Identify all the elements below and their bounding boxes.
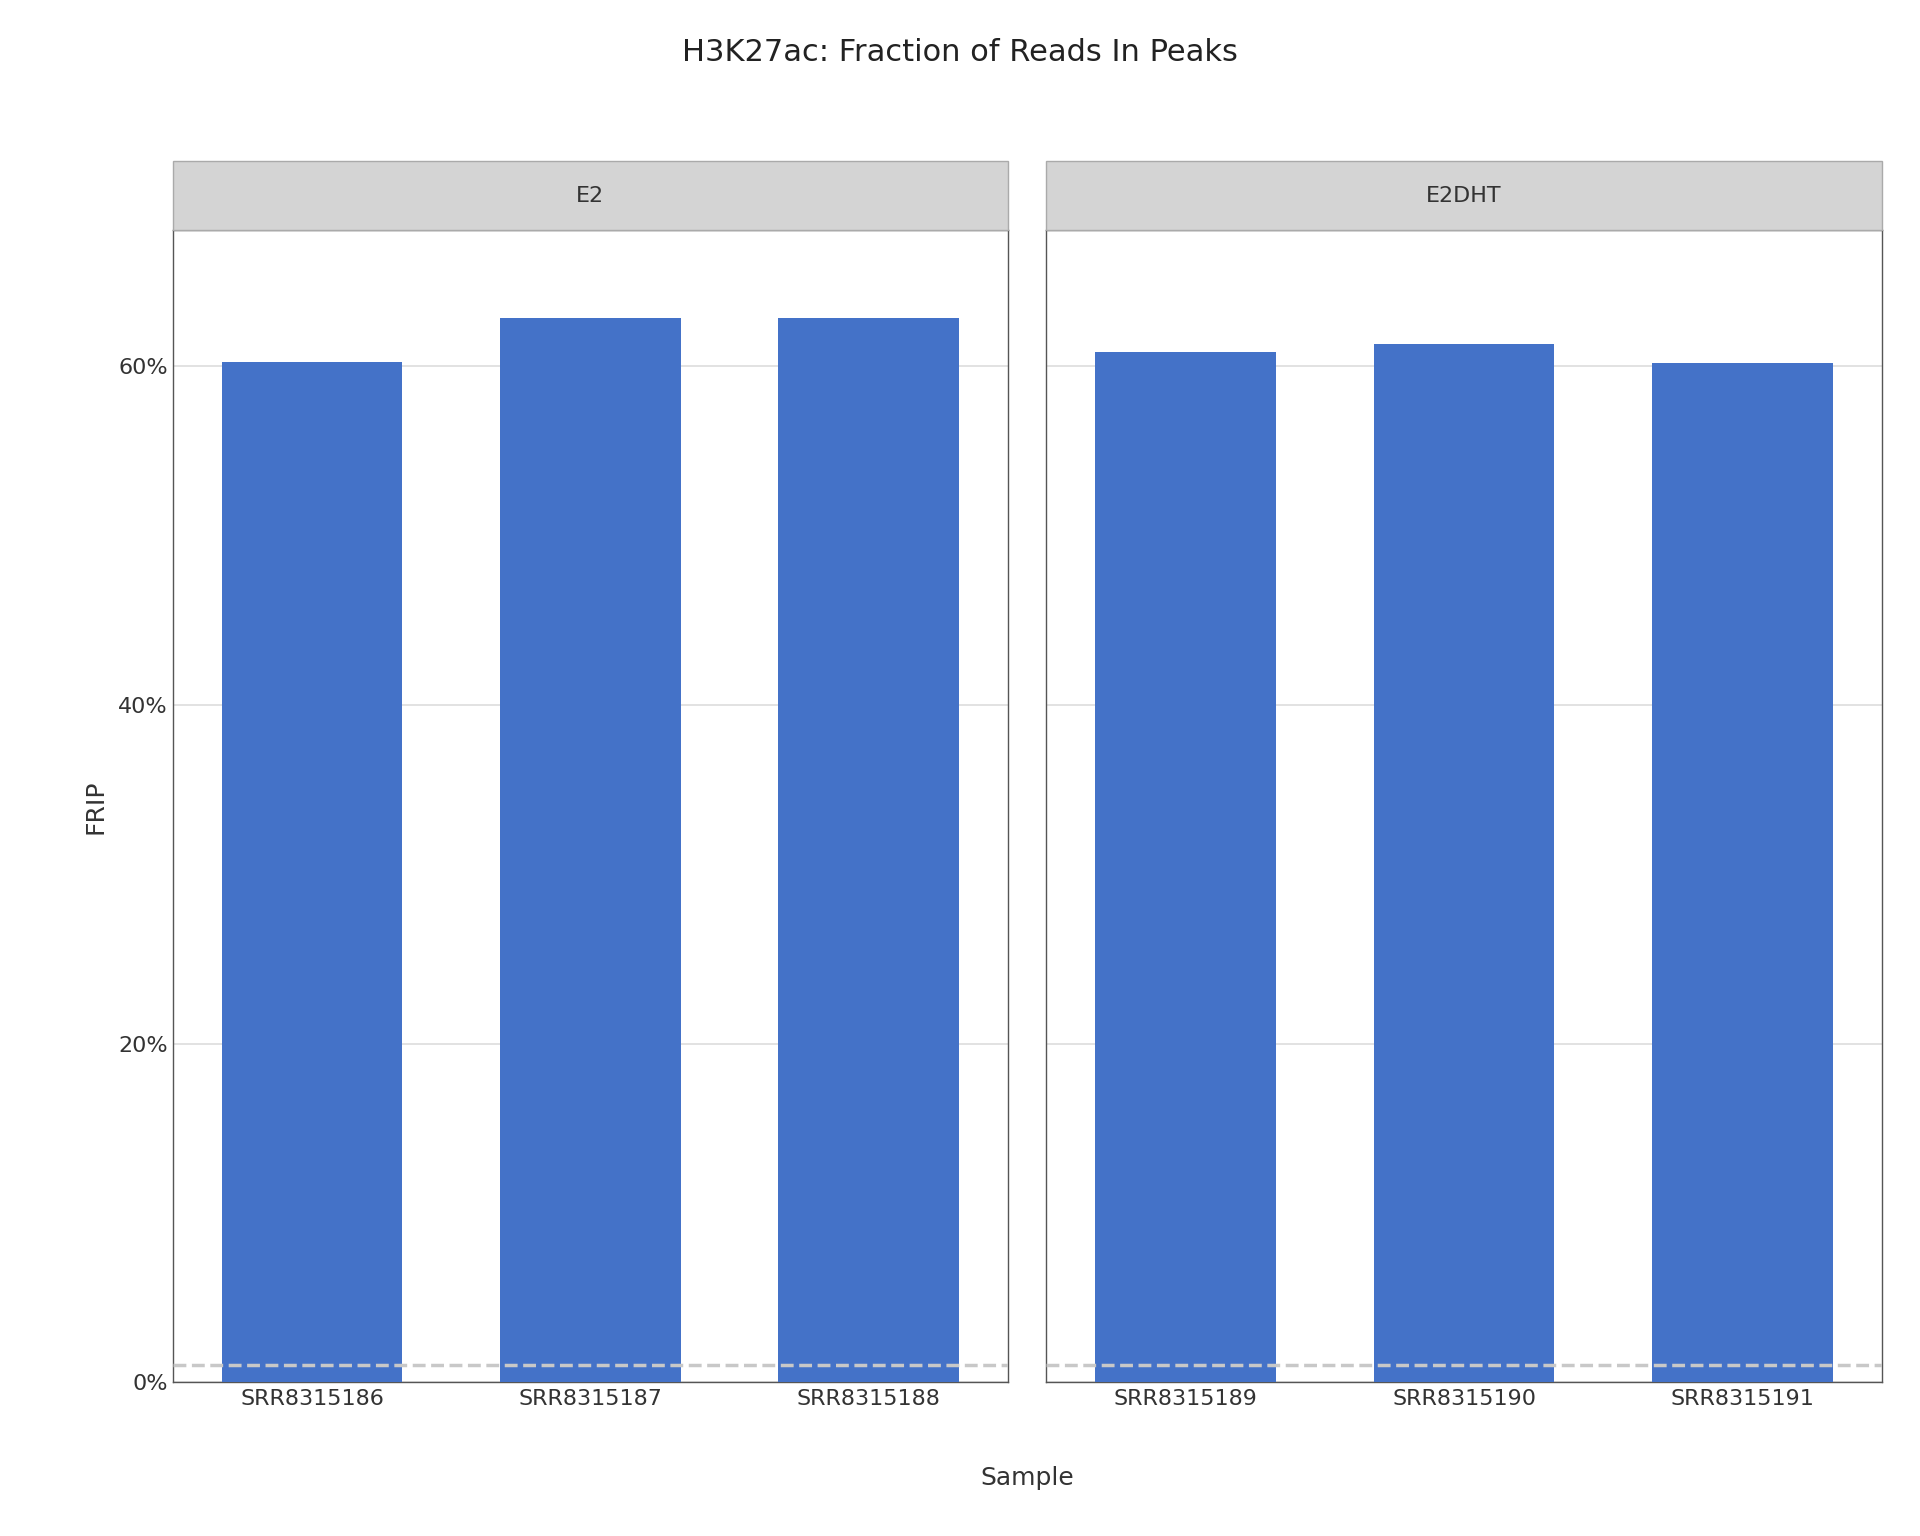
Bar <box>1373 344 1555 1382</box>
Bar <box>1651 362 1834 1382</box>
Bar <box>778 318 960 1382</box>
Text: H3K27ac: Fraction of Reads In Peaks: H3K27ac: Fraction of Reads In Peaks <box>682 38 1238 68</box>
Bar <box>1094 352 1277 1382</box>
Bar <box>499 318 682 1382</box>
Text: Sample: Sample <box>981 1465 1073 1490</box>
Bar <box>221 361 403 1382</box>
Text: E2: E2 <box>576 186 605 206</box>
Text: E2DHT: E2DHT <box>1427 186 1501 206</box>
Y-axis label: FRIP: FRIP <box>83 779 108 834</box>
